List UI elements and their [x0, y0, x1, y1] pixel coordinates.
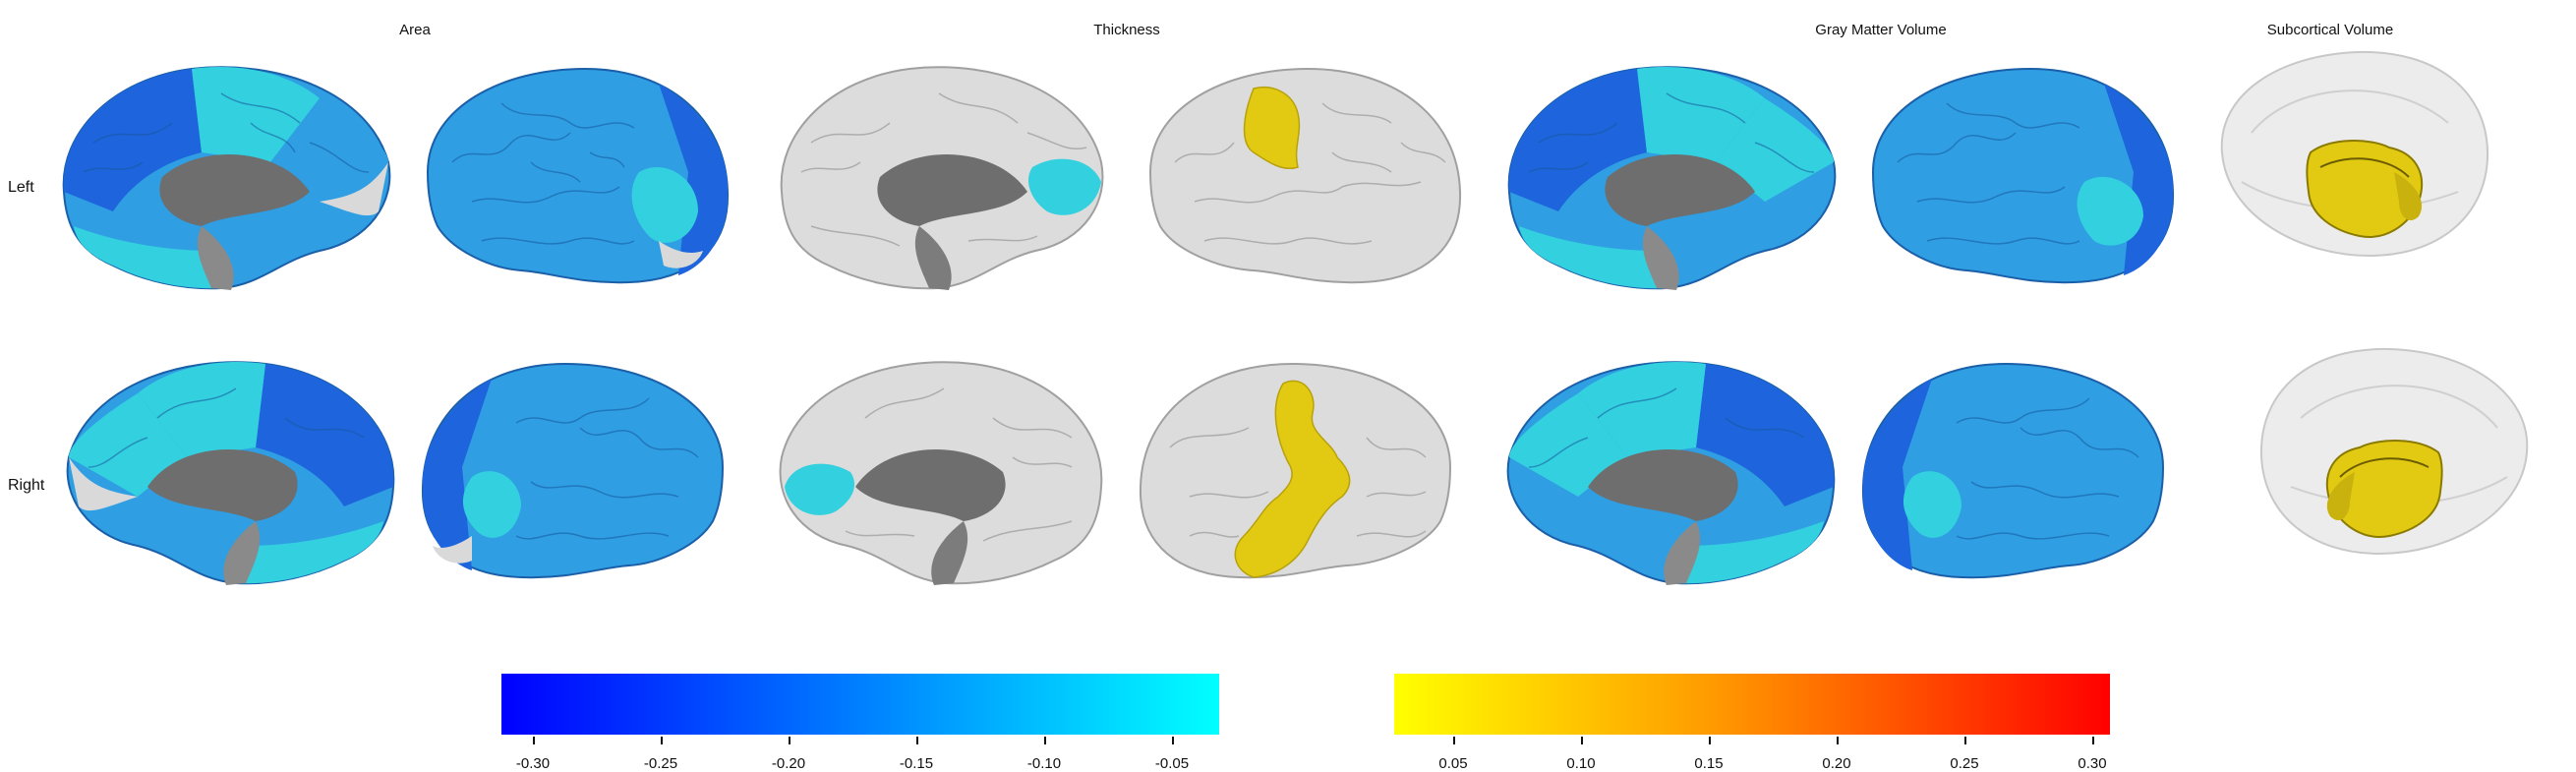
row-label-right: Right [8, 477, 45, 494]
colorbar-negative-tick-label: -0.15 [899, 755, 934, 772]
colorbar-positive-tick-label: 0.30 [2078, 755, 2107, 772]
colorbar-positive-tick [1837, 737, 1839, 744]
colorbar-negative-tick-label: -0.25 [643, 755, 678, 772]
subcortical-left [2220, 50, 2489, 258]
colorbar-negative-tick [916, 737, 918, 744]
brain-area-right-lateral [421, 362, 725, 579]
brain-area-left-medial [62, 66, 391, 290]
colorbar-negative-tick-label: -0.05 [1154, 755, 1190, 772]
colorbar-negative-tick-label: -0.20 [771, 755, 806, 772]
colorbar-positive-tick [1581, 737, 1583, 744]
colorbar-negative-tick [533, 737, 535, 744]
subcortical-right [2259, 347, 2529, 556]
colorbar-positive-tick-label: 0.05 [1438, 755, 1468, 772]
brain-gmv-right-lateral [1861, 362, 2165, 579]
column-title-area: Area [399, 22, 431, 38]
colorbar-negative-tick-label: -0.10 [1026, 755, 1062, 772]
colorbar-negative-tick [1044, 737, 1046, 744]
colorbar-negative-tick [1172, 737, 1174, 744]
column-title-thickness: Thickness [1093, 22, 1160, 38]
colorbar-positive-tick [1453, 737, 1455, 744]
colorbar-negative-tick [661, 737, 663, 744]
column-title-gray-matter-volume: Gray Matter Volume [1815, 22, 1947, 38]
brain-thickness-left-lateral [1148, 67, 1462, 284]
colorbar-positive-tick-label: 0.10 [1566, 755, 1596, 772]
colorbar-positive-tick-label: 0.15 [1694, 755, 1724, 772]
brain-gmv-left-medial [1507, 66, 1837, 290]
colorbar-positive-tick [2092, 737, 2094, 744]
colorbar-positive-tick [1964, 737, 1966, 744]
brain-area-left-lateral [426, 67, 730, 284]
colorbar-negative [501, 674, 1219, 735]
column-title-subcortical-volume: Subcortical Volume [2266, 22, 2394, 38]
colorbar-positive [1394, 674, 2110, 735]
colorbar-positive-tick-label: 0.20 [1822, 755, 1851, 772]
brain-thickness-right-lateral [1139, 362, 1452, 579]
brain-thickness-right-medial [779, 361, 1103, 585]
colorbar-negative-tick [789, 737, 790, 744]
brain-area-right-medial [66, 361, 395, 585]
colorbar-positive-tick [1709, 737, 1711, 744]
brain-gmv-right-medial [1506, 361, 1836, 585]
brain-thickness-left-medial [780, 66, 1104, 290]
colorbar-positive-tick-label: 0.25 [1950, 755, 1979, 772]
colorbar-negative-tick-label: -0.30 [515, 755, 551, 772]
brain-gmv-left-lateral [1871, 67, 2175, 284]
row-label-left: Left [8, 179, 34, 196]
